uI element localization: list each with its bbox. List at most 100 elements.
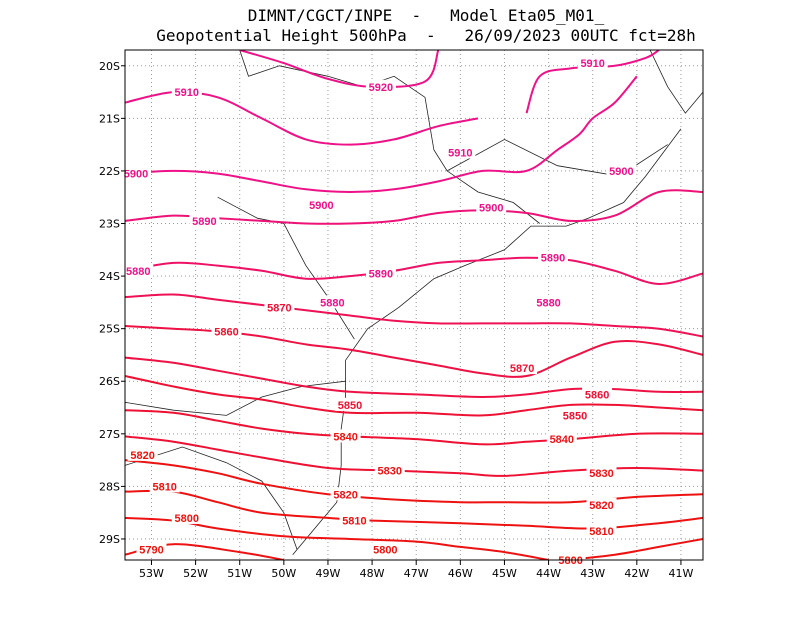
contour-label-bg (121, 166, 152, 180)
contour-label-bg (171, 510, 202, 524)
contour-label: 5880 (126, 266, 150, 278)
y-tick-label: 24S (99, 270, 120, 283)
contour-label: 5820 (589, 500, 613, 512)
contour-label: 5890 (369, 268, 393, 280)
contour-label-bg (374, 463, 405, 477)
contour-label-bg (370, 542, 401, 556)
x-tick-label: 52W (183, 567, 208, 580)
contour-label-bg (560, 408, 591, 422)
contour-5860 (125, 356, 703, 398)
contour-label-bg (365, 266, 396, 280)
contour-label-bg (577, 56, 608, 70)
contour-label-bg (582, 387, 613, 401)
contour-label: 5920 (369, 82, 393, 94)
contour-label-bg (586, 497, 617, 511)
contour-label-bg (306, 198, 337, 212)
contour-label: 5910 (175, 87, 199, 99)
contour-label: 5890 (541, 253, 565, 265)
contour-label: 5830 (377, 466, 401, 478)
contour-label-bg (330, 487, 361, 501)
coastline (292, 128, 682, 555)
chart-title-line1: DIMNT/CGCT/INPE - Model Eta05_M01_ (247, 6, 605, 25)
contour-labels: 5910 5920 5910 5910 5900 5900 5900 5900 5890 5890… (121, 56, 637, 567)
y-tick-label: 23S (99, 218, 120, 231)
state-border (125, 380, 346, 416)
contour-5800 (566, 538, 703, 560)
contour-label-bg (149, 479, 180, 493)
state-border (125, 446, 298, 550)
contour-label: 5910 (448, 148, 472, 160)
y-tick-label: 21S (99, 112, 120, 125)
contour-5870 (125, 293, 703, 338)
x-tick-label: 45W (492, 567, 517, 580)
contour-label: 5830 (589, 468, 613, 480)
contour-label-bg (365, 79, 396, 93)
contour-label: 5800 (373, 544, 397, 556)
contour-label-bg (171, 85, 202, 99)
contour-label-bg (189, 213, 220, 227)
x-tick-label: 46W (448, 567, 473, 580)
x-tick-label: 44W (536, 567, 561, 580)
contour-lines (125, 50, 703, 560)
grid-lines (125, 50, 703, 560)
x-tick-label: 53W (139, 567, 164, 580)
contour-label: 5820 (333, 489, 357, 501)
x-tick-label: 49W (316, 567, 341, 580)
contour-label: 5850 (338, 400, 362, 412)
x-tick-label: 51W (227, 567, 252, 580)
contour-label-bg (537, 250, 568, 264)
contour-label: 5880 (536, 297, 560, 309)
contour-label-bg (586, 466, 617, 480)
contour-5890 (125, 189, 703, 225)
contour-label: 5840 (550, 434, 574, 446)
contour-label-bg (123, 263, 154, 277)
contour-5880 (125, 256, 703, 286)
contour-label: 5870 (510, 363, 534, 375)
contour-label: 5820 (130, 450, 154, 462)
state-border (649, 50, 703, 114)
x-axis: 53W 52W 51W 50W 49W 48W 47W 46W 45W 44W 43W 42W 41W (139, 560, 693, 580)
contour-label-bg (445, 145, 476, 159)
x-tick-label: 43W (580, 567, 605, 580)
contour-label: 5900 (124, 169, 148, 181)
y-tick-label: 22S (99, 165, 120, 178)
x-tick-label: 50W (271, 567, 296, 580)
contour-label: 5900 (609, 166, 633, 178)
contour-label: 5860 (585, 389, 609, 401)
state-border (239, 50, 540, 224)
y-tick-label: 29S (99, 533, 120, 546)
contour-label: 5840 (333, 431, 357, 443)
x-tick-label: 48W (360, 567, 385, 580)
contour-label-bg (330, 429, 361, 443)
y-tick-label: 25S (99, 323, 120, 336)
x-tick-label: 42W (624, 567, 649, 580)
contour-label-bg (335, 397, 366, 411)
contour-label-bg (533, 295, 564, 309)
x-tick-label: 41W (669, 567, 694, 580)
contour-label: 5800 (558, 555, 582, 567)
contour-label: 5810 (589, 526, 613, 538)
contour-5850 (125, 375, 703, 417)
contour-label: 5800 (175, 513, 199, 525)
contour-label: 5810 (152, 481, 176, 493)
y-tick-label: 26S (99, 375, 120, 388)
chart-title-line2: Geopotential Height 500hPa - 26/09/2023 … (156, 26, 696, 45)
contour-label: 5810 (342, 516, 366, 528)
x-tick-label: 47W (404, 567, 429, 580)
y-tick-label: 27S (99, 428, 120, 441)
contour-label-bg (507, 361, 538, 375)
contour-label: 5850 (563, 410, 587, 422)
contour-5900 (125, 75, 638, 193)
contour-label-bg (127, 447, 158, 461)
contour-label: 5900 (309, 200, 333, 212)
contour-5840 (125, 409, 703, 446)
contour-label-bg (586, 524, 617, 538)
contour-label-bg (211, 324, 242, 338)
contour-label-bg (339, 513, 370, 527)
contour-label: 5880 (320, 297, 344, 309)
contour-label: 5910 (580, 58, 604, 70)
y-tick-label: 28S (99, 480, 120, 493)
contour-label: 5900 (479, 203, 503, 215)
contour-label-bg (546, 432, 577, 446)
